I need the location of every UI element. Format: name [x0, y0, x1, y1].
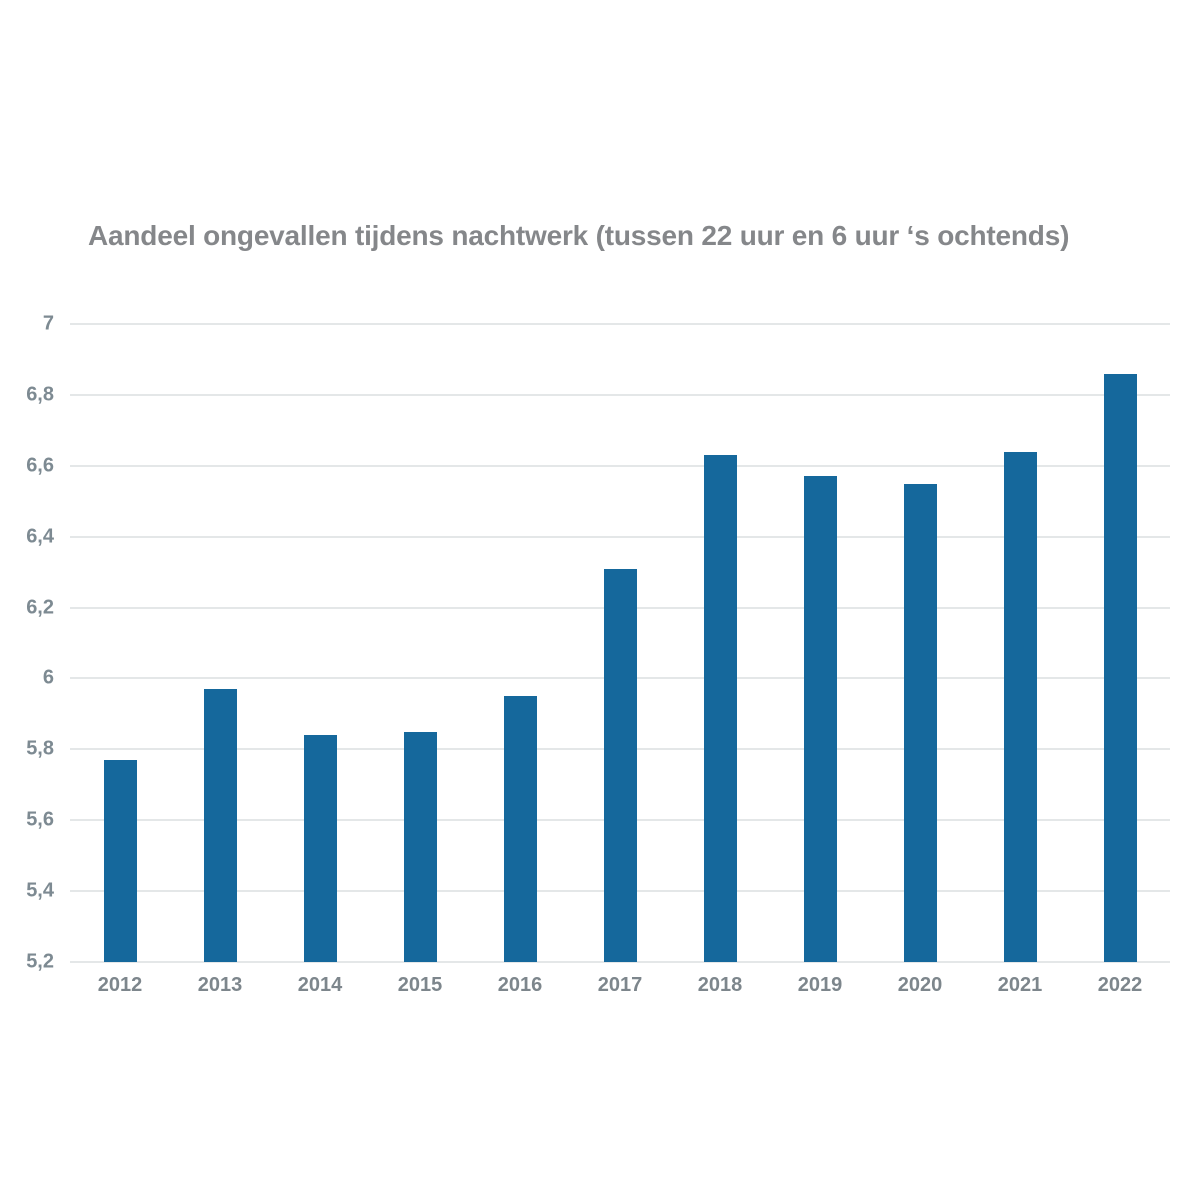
x-tick-label: 2014	[297, 974, 343, 996]
bar-slot	[770, 324, 870, 962]
bar-slot	[470, 324, 570, 962]
bar-slot	[370, 324, 470, 962]
bar-2014	[303, 735, 337, 962]
x-tick-label: 2019	[797, 974, 843, 996]
gridline	[70, 323, 1170, 325]
bar-2019	[803, 476, 837, 962]
y-tick-label: 6,4	[26, 525, 54, 548]
chart-title: Aandeel ongevallen tijdens nachtwerk (tu…	[88, 220, 1070, 251]
gridline	[70, 961, 1170, 963]
bar-2022	[1103, 373, 1137, 962]
y-tick-label: 6	[42, 666, 54, 689]
bar-slot	[70, 324, 170, 962]
bar-2018	[703, 455, 737, 962]
bar-slot	[170, 324, 270, 962]
gridline	[70, 464, 1170, 467]
x-tick-label: 2020	[897, 974, 943, 996]
x-tick-label: 2015	[397, 974, 443, 996]
x-tick-label: 2021	[997, 974, 1043, 996]
bar-2016	[503, 696, 537, 962]
bars-row	[70, 324, 1170, 962]
y-tick-label: 6,2	[26, 596, 54, 619]
bar-2017	[603, 568, 637, 962]
bar-2015	[403, 731, 437, 962]
bar-slot	[670, 324, 770, 962]
bar-slot	[870, 324, 970, 962]
x-tick-label: 2018	[697, 974, 743, 996]
y-tick-label: 6,8	[26, 383, 54, 406]
x-tick-label: 2016	[497, 974, 543, 996]
gridline	[70, 535, 1170, 538]
x-tick-label: 2013	[197, 974, 243, 996]
bar-2013	[203, 689, 237, 962]
y-tick-label: 5,6	[26, 808, 54, 831]
x-tick-label: 2022	[1097, 974, 1143, 996]
bar-2012	[103, 759, 137, 962]
y-tick-label: 5,2	[26, 950, 54, 973]
bar-slot	[570, 324, 670, 962]
x-axis-labels: 2012 2013 2014 2015 2016 2017 2018 2019 2020 2021…	[70, 974, 1170, 997]
bar-slot	[970, 324, 1070, 962]
y-tick-label: 6,6	[26, 454, 54, 477]
bar-slot	[1070, 324, 1170, 962]
bar-2021	[1003, 451, 1037, 962]
x-tick-label: 2012	[97, 974, 143, 996]
y-tick-label: 7	[42, 312, 54, 335]
bar-slot	[270, 324, 370, 962]
bar-2020	[903, 483, 937, 962]
x-tick-label: 2017	[597, 974, 643, 996]
gridline	[70, 393, 1170, 396]
y-tick-label: 5,4	[26, 879, 54, 902]
plot-area: 7 6,8 6,6 6,4 6,2 6 5,8 5,6 5,4 5,2	[26, 313, 1170, 973]
y-tick-label: 5,8	[26, 737, 54, 760]
